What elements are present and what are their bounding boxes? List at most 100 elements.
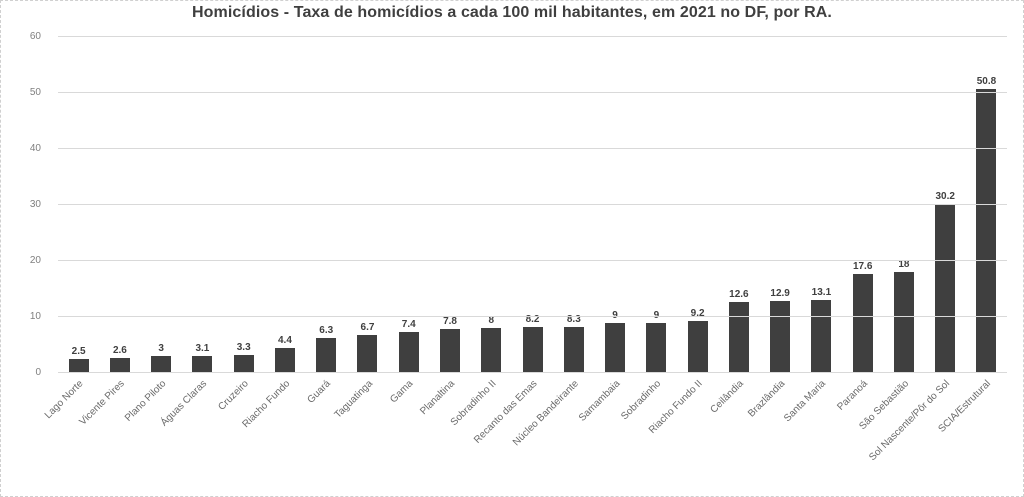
bar-column: 12.6 bbox=[718, 37, 759, 373]
bar-value-label: 2.5 bbox=[71, 346, 86, 357]
bar-column: 9 bbox=[636, 37, 677, 373]
bars-container: 2.5 2.6 3 3.1 3.3 4.4 6.3 6.7 7.4 7.8 8 8.2 8.3 9 9 9.2… bbox=[58, 37, 1007, 373]
y-axis-tick-label: 0 bbox=[35, 367, 41, 378]
bar-value-label: 12.9 bbox=[770, 287, 790, 299]
x-axis-category-label: Gama bbox=[388, 378, 416, 406]
y-axis-tick-label: 60 bbox=[29, 31, 41, 42]
bar-column: 8 bbox=[471, 37, 512, 373]
gridline bbox=[58, 204, 1007, 205]
bar-column: 7.8 bbox=[429, 37, 470, 373]
bar bbox=[852, 274, 873, 373]
bar bbox=[893, 272, 914, 373]
y-axis-tick-label: 30 bbox=[29, 199, 41, 210]
x-axis-category-label: Vicente Pires bbox=[77, 378, 127, 428]
bar-column: 3.1 bbox=[182, 37, 223, 373]
x-axis-category-label: Brazlândia bbox=[745, 378, 788, 420]
x-axis-category-label: Paranoá bbox=[835, 378, 870, 413]
gridline bbox=[58, 36, 1007, 37]
bar-column: 17.6 bbox=[842, 37, 883, 373]
bar-value-label: 13.1 bbox=[811, 286, 832, 298]
bar bbox=[440, 329, 461, 373]
bar-value-label: 30.2 bbox=[935, 190, 955, 202]
bar bbox=[563, 326, 584, 373]
bar bbox=[316, 337, 337, 373]
y-axis-tick-label: 20 bbox=[29, 255, 41, 266]
bar bbox=[233, 354, 254, 373]
bar-column: 3 bbox=[141, 37, 182, 373]
bar-column: 4.4 bbox=[264, 37, 305, 373]
bar-column: 6.3 bbox=[306, 37, 347, 373]
bar-column: 18 bbox=[883, 37, 924, 373]
chart-title: Homicídios - Taxa de homicídios a cada 1… bbox=[192, 4, 832, 21]
bar bbox=[398, 331, 419, 373]
bar-value-label: 8.3 bbox=[566, 313, 581, 325]
x-axis-category-label: Sol Nascente/Pôr do Sol bbox=[867, 378, 953, 464]
bar bbox=[728, 302, 749, 373]
bar-column: 9.2 bbox=[677, 37, 718, 373]
bar-value-label: 6.3 bbox=[319, 324, 334, 336]
gridline bbox=[58, 148, 1007, 149]
x-axis-category-label: Samambaia bbox=[576, 378, 623, 424]
bar-column: 7.4 bbox=[388, 37, 429, 373]
x-axis: Lago Norte Vicente Pires Plano Piloto Águas… bbox=[43, 374, 1007, 494]
bar bbox=[68, 359, 89, 373]
bar-column: 8.2 bbox=[512, 37, 553, 373]
bar bbox=[192, 355, 213, 373]
bar bbox=[522, 327, 543, 373]
y-axis: 0 10 20 30 40 50 60 bbox=[1, 32, 51, 378]
bar-column: 6.7 bbox=[347, 37, 388, 373]
bar bbox=[605, 322, 626, 373]
bar-value-label: 8.2 bbox=[525, 314, 540, 326]
x-axis-category-label: Sobradinho bbox=[619, 378, 664, 423]
bar-value-label: 12.6 bbox=[729, 289, 749, 301]
bar-column: 2.5 bbox=[58, 37, 99, 373]
gridline bbox=[58, 260, 1007, 261]
y-axis-tick-label: 50 bbox=[29, 87, 41, 98]
bar-value-label: 3 bbox=[158, 343, 164, 355]
bar bbox=[151, 356, 172, 373]
bar-value-label: 9 bbox=[654, 310, 660, 321]
bar-column: 50.8 bbox=[966, 37, 1007, 373]
bar-column: 8.3 bbox=[553, 37, 594, 373]
bar-column: 13.1 bbox=[801, 37, 842, 373]
bar-value-label: 6.7 bbox=[360, 322, 375, 334]
bar-value-label: 8 bbox=[488, 315, 495, 327]
bar-value-label: 2.6 bbox=[112, 345, 127, 357]
bar bbox=[274, 348, 295, 373]
gridline bbox=[58, 92, 1007, 93]
bar bbox=[481, 328, 502, 373]
bar bbox=[687, 321, 708, 373]
bar-value-label: 7.8 bbox=[443, 316, 457, 328]
gridline bbox=[58, 316, 1007, 317]
bar bbox=[976, 88, 997, 373]
x-axis-category-label: Lago Norte bbox=[42, 378, 86, 422]
bar bbox=[935, 203, 956, 373]
x-axis-category-label: Planaltina bbox=[418, 378, 458, 418]
x-axis-category-label: Cruzeiro bbox=[216, 378, 251, 413]
bar-column: 2.6 bbox=[99, 37, 140, 373]
bar bbox=[770, 300, 791, 373]
x-axis-category-label: Guará bbox=[305, 378, 334, 406]
gridline bbox=[58, 372, 1007, 373]
bar-value-label: 17.6 bbox=[852, 261, 873, 273]
bar-value-label: 7.4 bbox=[401, 318, 416, 330]
bar-value-label: 9.2 bbox=[690, 308, 705, 320]
x-axis-category-label: Taguatinga bbox=[332, 378, 375, 421]
bar-value-label: 3.3 bbox=[236, 341, 251, 353]
bar-value-label: 18 bbox=[898, 259, 910, 271]
y-axis-tick-label: 10 bbox=[29, 311, 41, 322]
bar bbox=[357, 335, 378, 373]
bar bbox=[646, 322, 667, 373]
plot-area: 2.5 2.6 3 3.1 3.3 4.4 6.3 6.7 7.4 7.8 8 8.2 8.3 9 9 9.2… bbox=[58, 36, 1007, 373]
bar bbox=[109, 358, 130, 373]
bar-column: 12.9 bbox=[760, 37, 801, 373]
y-axis-tick-label: 40 bbox=[29, 143, 41, 154]
bar bbox=[811, 299, 832, 373]
x-axis-category-label: Ceilândia bbox=[708, 378, 746, 416]
bar-value-label: 9 bbox=[612, 310, 618, 321]
bar-value-label: 3.1 bbox=[195, 342, 210, 354]
bar-value-label: 4.4 bbox=[278, 335, 292, 347]
bar-column: 9 bbox=[594, 37, 635, 373]
bar-column: 30.2 bbox=[925, 37, 966, 373]
